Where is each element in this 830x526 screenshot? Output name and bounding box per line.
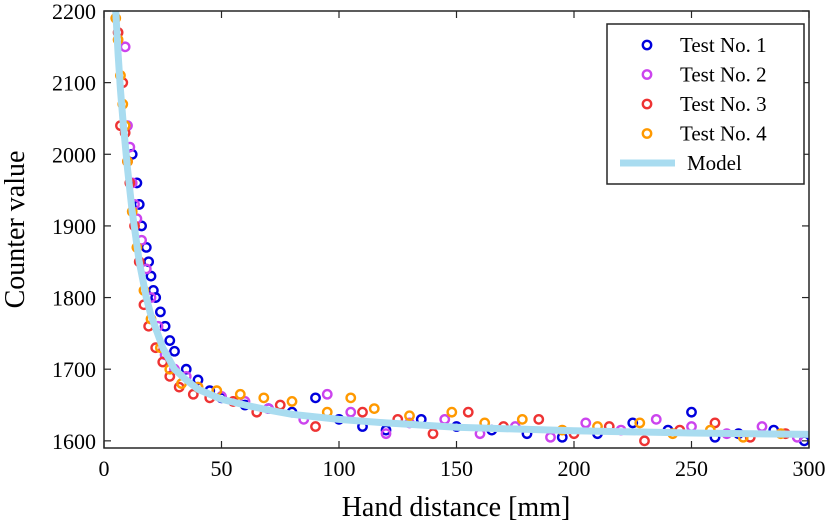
legend-item: Test No. 1 (641, 33, 767, 57)
legend-label: Test No. 3 (680, 92, 767, 116)
series-3-point (187, 388, 199, 400)
series-1-point (159, 320, 171, 332)
legend-label: Model (687, 151, 742, 175)
legend-item: Model (620, 151, 742, 175)
x-tick-label: 300 (793, 456, 826, 481)
series-4-point (258, 392, 270, 404)
series-4-point (446, 406, 458, 418)
series-4-point (234, 388, 246, 400)
series-1-point (133, 199, 145, 210)
series-1-point (164, 335, 176, 346)
series-1-point (154, 306, 166, 318)
series-1-point (180, 363, 192, 375)
legend-label: Test No. 4 (680, 122, 767, 146)
legend: Test No. 1 Test No. 2 Test No. 3 Test No. 4… (606, 23, 805, 185)
series-2-point (650, 413, 662, 425)
series-1-point (627, 417, 639, 429)
plot-area (110, 11, 809, 447)
series-1-point (686, 406, 697, 418)
x-tick-label: 50 (211, 456, 233, 481)
series-1-point (145, 270, 157, 282)
x-tick-label: 250 (675, 456, 708, 481)
series-3-point (427, 428, 439, 440)
x-tick-label: 0 (99, 456, 110, 481)
series-4-point (516, 413, 528, 425)
series-1-point (169, 345, 180, 357)
series-3-point (533, 413, 545, 425)
legend-item: Test No. 2 (641, 63, 767, 87)
y-tick-label: 1900 (52, 214, 96, 239)
x-tick-label: 150 (440, 456, 473, 481)
legend-marker (641, 128, 653, 139)
legend-label: Test No. 1 (680, 33, 767, 57)
series-3-point (709, 417, 721, 429)
series-3-point (639, 435, 650, 447)
y-tick-label: 1700 (52, 357, 96, 382)
legend-label: Test No. 2 (680, 63, 767, 87)
series-1-point (310, 392, 321, 404)
legend-marker (641, 98, 653, 110)
y-tick-label: 1600 (52, 429, 96, 454)
y-axis-title: Counter value (0, 151, 31, 309)
series-1-point (131, 177, 143, 189)
series-2-point (321, 388, 333, 400)
axes-layer: 0 50 100 150 200 250 300 1600 1700 1800 1900 2000 21… (52, 0, 826, 481)
series-3-point (164, 370, 176, 382)
y-tick-label: 2200 (52, 0, 96, 24)
series-4-point (368, 403, 380, 414)
series-3-point (357, 406, 368, 418)
x-tick-label: 200 (558, 456, 591, 481)
series-2-point (345, 406, 357, 418)
y-tick-label: 2100 (52, 71, 96, 96)
series-1-point (192, 374, 204, 386)
x-tick-label: 100 (323, 456, 356, 481)
legend-marker (641, 39, 653, 51)
model-curve (112, 11, 809, 438)
series-4-point (634, 417, 646, 429)
series-2-point (580, 417, 592, 429)
series-1-point (150, 292, 162, 303)
series-3-point (310, 421, 321, 432)
series-2-point (380, 428, 392, 440)
series-3-point (462, 406, 474, 418)
legend-box (606, 23, 805, 185)
series-4-point (286, 396, 298, 407)
y-tick-label: 2000 (52, 142, 96, 167)
series-4-point (404, 410, 415, 422)
legend-marker (641, 69, 653, 80)
legend-item: Test No. 4 (641, 122, 767, 146)
series-4-point (345, 392, 357, 404)
x-axis-title: Hand distance [mm] (342, 492, 571, 523)
y-tick-label: 1800 (52, 286, 96, 311)
legend-item: Test No. 3 (641, 92, 767, 116)
